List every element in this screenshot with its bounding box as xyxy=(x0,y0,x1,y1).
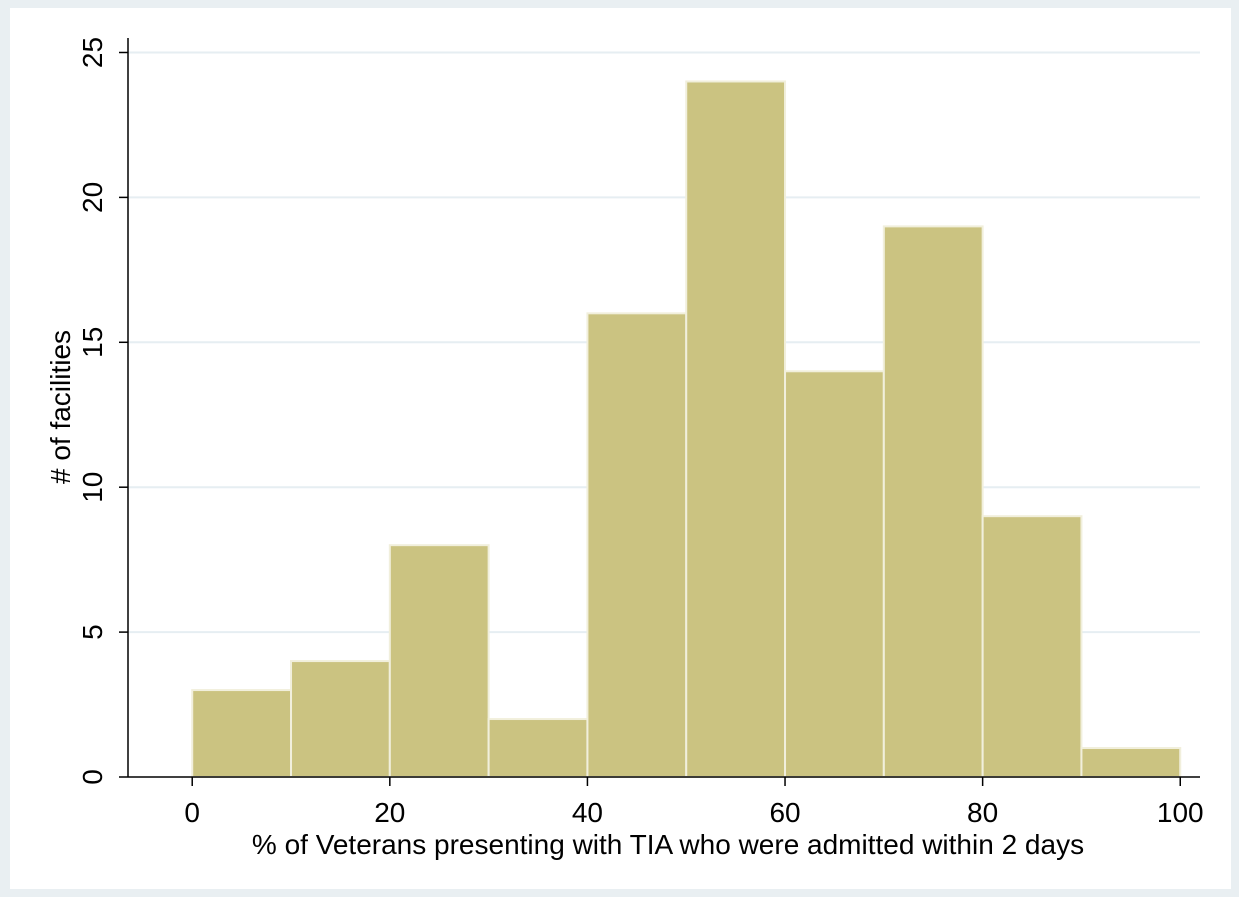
x-tick-label-60: 60 xyxy=(769,797,800,828)
x-tick-label-20: 20 xyxy=(374,797,405,828)
x-axis-title: % of Veterans presenting with TIA who we… xyxy=(252,829,1084,860)
y-tick-label-20: 20 xyxy=(77,182,108,213)
histogram-bar-8 xyxy=(981,515,1083,778)
histogram-bar-9 xyxy=(1080,747,1182,778)
x-tick-label-100: 100 xyxy=(1157,797,1204,828)
axes xyxy=(127,38,1200,778)
histogram-bar-4 xyxy=(586,312,688,778)
histogram-bar-0 xyxy=(191,689,293,779)
y-tick-label-10: 10 xyxy=(77,472,108,503)
x-tick-label-80: 80 xyxy=(967,797,998,828)
x-tick-label-0: 0 xyxy=(184,797,200,828)
tick-marks-and-labels: 0 20 40 60 80 100 0 5 10 15 20 25 xyxy=(77,37,1204,828)
y-axis-title: # of facilities xyxy=(45,330,76,484)
y-tick-label-25: 25 xyxy=(77,37,108,68)
y-tick-label-0: 0 xyxy=(77,769,108,785)
histogram-bar-3 xyxy=(487,718,589,779)
histogram-bar-2 xyxy=(388,544,490,778)
histogram-bar-1 xyxy=(290,660,391,778)
y-tick-label-5: 5 xyxy=(77,624,108,640)
x-tick-label-40: 40 xyxy=(572,797,603,828)
histogram-bar-6 xyxy=(784,370,885,778)
y-tick-label-15: 15 xyxy=(77,327,108,358)
histogram-bar-7 xyxy=(882,225,984,778)
histogram-bar-5 xyxy=(685,80,787,779)
histogram-bars xyxy=(191,80,1182,779)
